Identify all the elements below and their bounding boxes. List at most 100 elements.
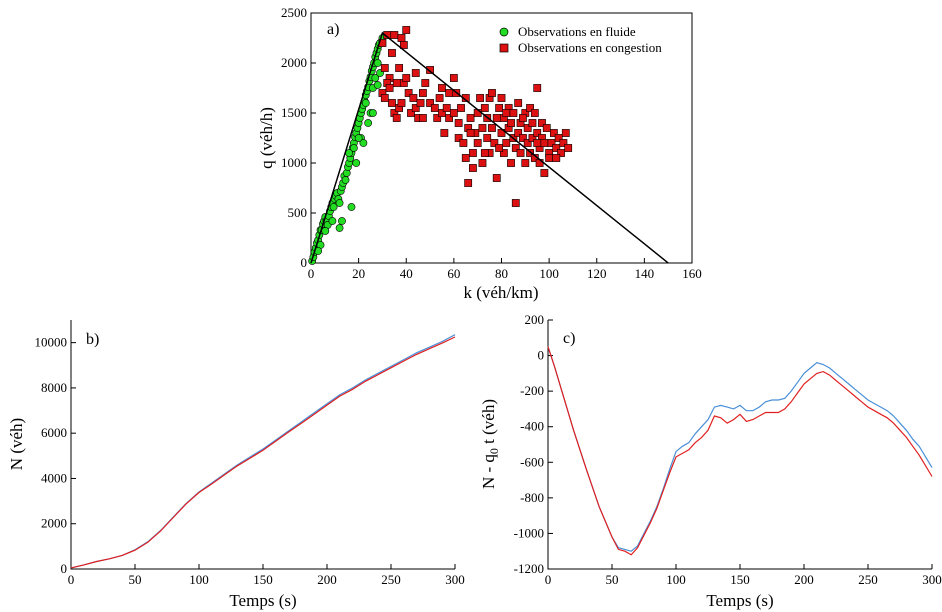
point-congestion xyxy=(492,174,501,182)
point-congestion xyxy=(514,129,523,137)
point-congestion xyxy=(476,94,484,102)
x-tick-label: 0 xyxy=(308,266,315,281)
point-congestion xyxy=(438,109,446,117)
point-congestion xyxy=(488,89,496,97)
point-congestion xyxy=(511,199,520,207)
y-tick-label: 2000 xyxy=(281,55,307,70)
point-congestion xyxy=(402,74,411,82)
point-congestion xyxy=(509,109,518,117)
point-congestion xyxy=(528,134,537,142)
y-tick-label: 200 xyxy=(525,312,545,327)
series-line-red xyxy=(70,336,456,569)
point-congestion xyxy=(507,159,515,167)
chart-c-axes xyxy=(547,320,932,570)
chart-c-xlabel: Temps (s) xyxy=(706,591,773,610)
point-congestion xyxy=(449,74,458,82)
point-congestion xyxy=(478,124,487,132)
chart-c-ticks: 0 50 100 150 200 250 300 -1200 -1000 -800 -600 -400… xyxy=(514,312,942,587)
point-congestion xyxy=(440,129,449,137)
point-fluide xyxy=(361,99,370,107)
legend-fluide-label: Observations en fluide xyxy=(518,24,636,39)
chart-a-xlabel: k (véh/km) xyxy=(463,283,538,302)
point-congestion xyxy=(490,139,499,147)
point-congestion xyxy=(530,109,539,117)
point-congestion xyxy=(483,134,492,142)
point-congestion xyxy=(433,114,442,122)
point-congestion xyxy=(502,139,511,147)
point-congestion xyxy=(392,79,401,87)
chart-b-ylabel: N (véh) xyxy=(7,418,26,470)
point-congestion xyxy=(390,31,399,39)
fundamental-diagram-line-overlay xyxy=(310,31,669,264)
chart-c-marks xyxy=(547,346,933,556)
point-congestion xyxy=(392,114,401,122)
point-congestion xyxy=(538,119,546,127)
x-tick-label: 250 xyxy=(858,572,878,587)
chart-a: 0 20 40 60 80 100 120 140 160 0 500 1000 1500 2000 250… xyxy=(257,5,702,302)
point-fluide xyxy=(349,144,358,152)
point-congestion xyxy=(416,99,425,107)
point-fluide xyxy=(369,109,377,117)
chart-a-panel-label: a) xyxy=(327,21,339,38)
x-tick-label: 140 xyxy=(635,266,655,281)
chart-b-panel-label: b) xyxy=(86,331,99,348)
series-line-red xyxy=(547,346,933,556)
point-congestion xyxy=(442,104,451,112)
point-fluide xyxy=(328,217,337,225)
y-tick-label: 2500 xyxy=(281,5,307,20)
chart-a-marks xyxy=(308,26,669,265)
y-tick-label: -200 xyxy=(520,383,544,398)
point-congestion xyxy=(454,119,463,127)
point-fluide xyxy=(341,176,350,184)
chart-c-ylabel-tail: t (véh) xyxy=(479,399,498,448)
x-tick-label: 150 xyxy=(253,572,273,587)
point-fluide xyxy=(335,224,344,232)
x-tick-label: 300 xyxy=(922,572,942,587)
y-tick-label: -1200 xyxy=(514,561,544,576)
point-congestion xyxy=(554,134,563,142)
chart-b-xlabel: Temps (s) xyxy=(229,591,296,610)
chart-c-panel-label: c) xyxy=(563,330,575,347)
point-congestion xyxy=(409,94,418,102)
y-tick-label: -400 xyxy=(520,419,544,434)
point-congestion xyxy=(385,84,394,92)
point-congestion xyxy=(404,89,413,97)
y-tick-label: 4000 xyxy=(41,470,67,485)
point-congestion xyxy=(399,41,408,49)
x-tick-label: 60 xyxy=(447,266,460,281)
x-tick-label: 160 xyxy=(682,266,702,281)
point-congestion xyxy=(526,149,534,157)
y-tick-label: 10000 xyxy=(35,335,68,350)
y-tick-label: -800 xyxy=(520,490,544,505)
point-congestion xyxy=(464,179,473,187)
point-congestion xyxy=(523,124,532,132)
x-tick-label: 100 xyxy=(666,572,686,587)
point-congestion xyxy=(502,109,511,117)
x-tick-label: 50 xyxy=(606,572,619,587)
point-congestion xyxy=(521,159,530,167)
point-fluide xyxy=(335,199,344,207)
chart-c: 0 50 100 150 200 250 300 -1200 -1000 -800 -600 -400… xyxy=(479,312,942,610)
point-fluide xyxy=(352,159,361,167)
chart-a-ticks: 0 20 40 60 80 100 120 140 160 0 500 1000 1500 2000 250… xyxy=(281,5,702,281)
point-congestion xyxy=(549,129,558,137)
x-tick-label: 150 xyxy=(730,572,750,587)
point-fluide xyxy=(338,217,346,225)
point-congestion xyxy=(469,149,477,157)
point-congestion xyxy=(507,119,515,127)
point-congestion xyxy=(426,66,434,74)
y-tick-label: 0 xyxy=(538,348,545,363)
point-fluide xyxy=(347,203,356,211)
point-congestion xyxy=(466,114,475,122)
point-congestion xyxy=(469,164,477,172)
y-tick-label: 2000 xyxy=(41,516,67,531)
point-congestion xyxy=(547,139,556,147)
point-congestion xyxy=(514,99,523,107)
point-fluide xyxy=(329,203,338,211)
point-congestion xyxy=(528,119,537,127)
point-fluide xyxy=(371,74,380,82)
point-congestion xyxy=(457,104,465,112)
x-tick-label: 40 xyxy=(400,266,413,281)
point-congestion xyxy=(495,144,504,152)
y-tick-label: 6000 xyxy=(41,425,67,440)
